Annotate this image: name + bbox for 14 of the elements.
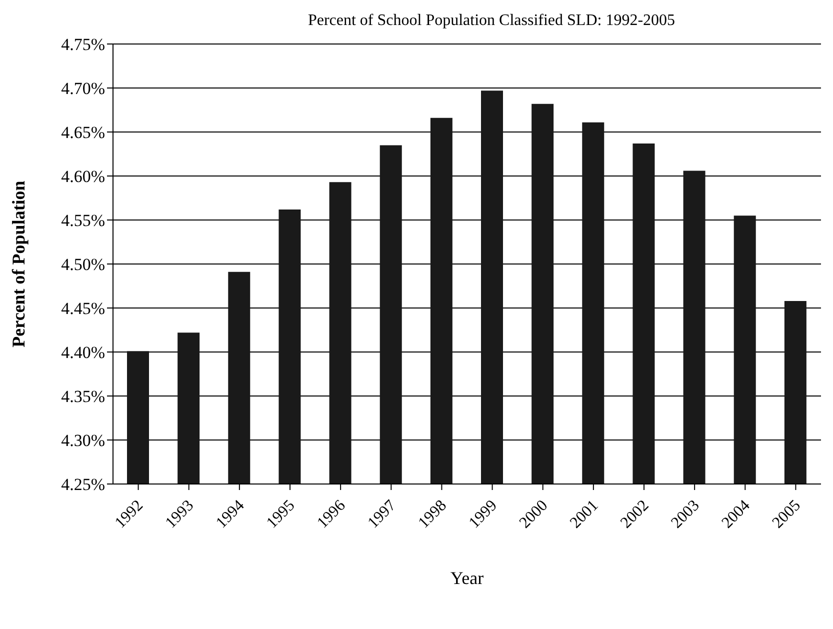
x-axis-title: Year <box>450 568 484 588</box>
y-tick-label: 4.55% <box>61 211 105 230</box>
y-tick-label: 4.50% <box>61 255 105 274</box>
y-tick-label: 4.35% <box>61 387 105 406</box>
y-tick-label: 4.65% <box>61 123 105 142</box>
chart-title: Percent of School Population Classified SLD: 1992-2005 <box>306 11 676 31</box>
y-tick-label: 4.45% <box>61 299 105 318</box>
y-tick-label: 4.75% <box>61 35 105 54</box>
y-tick-label: 4.60% <box>61 167 105 186</box>
y-tick-label: 4.70% <box>61 79 105 98</box>
y-tick-label: 4.25% <box>61 475 105 494</box>
y-tick-label: 4.30% <box>61 431 105 450</box>
y-axis-title: Percent of Population <box>8 180 28 348</box>
y-tick-label: 4.40% <box>61 343 105 362</box>
